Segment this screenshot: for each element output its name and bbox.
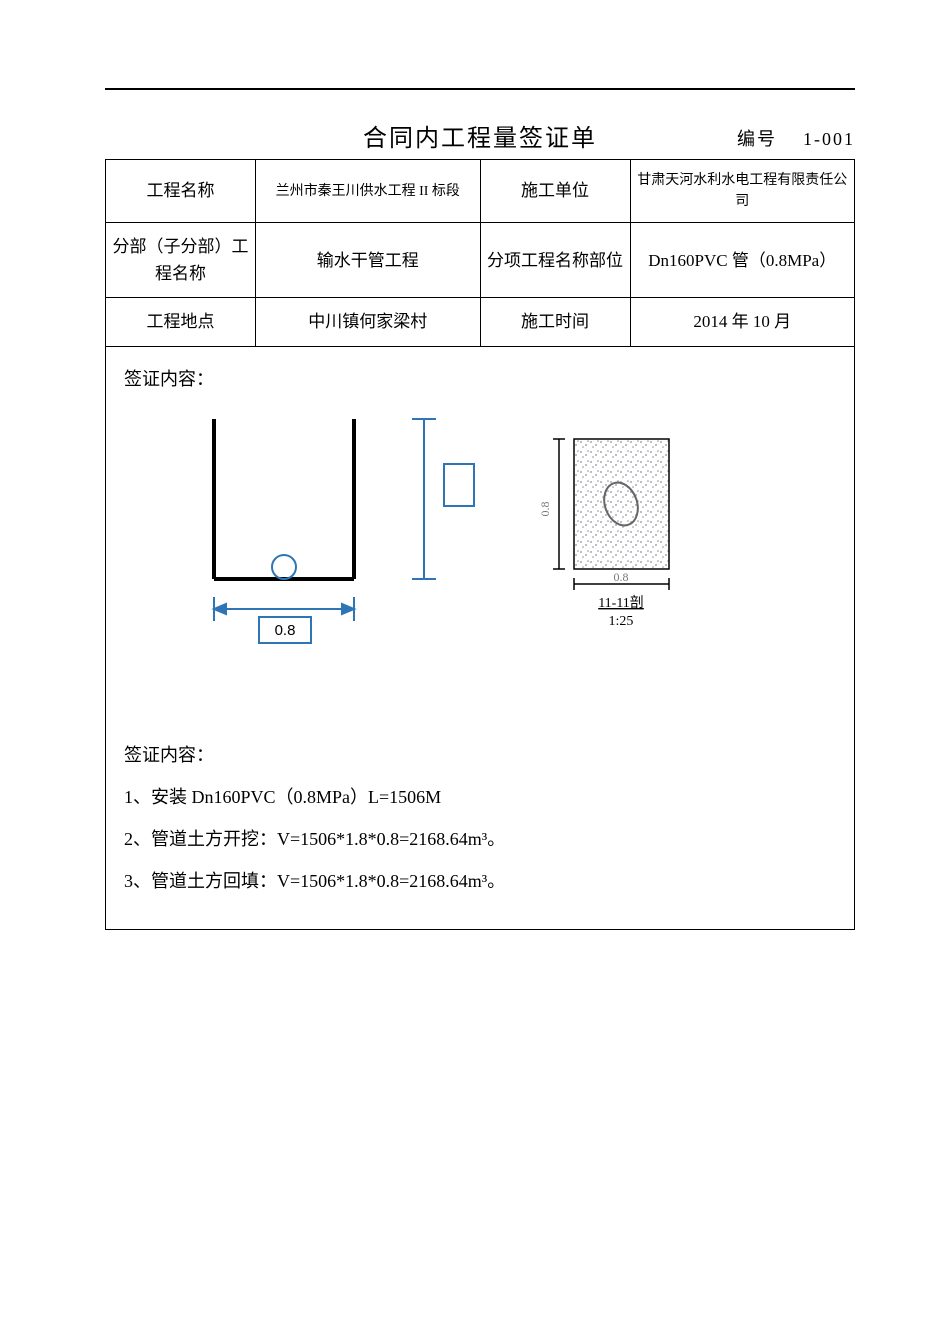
form-row: 工程地点中川镇何家梁村施工时间2014 年 10 月 bbox=[106, 298, 855, 346]
content-heading-2: 签证内容： bbox=[124, 737, 836, 773]
sec-box bbox=[574, 439, 669, 569]
form-cell: 工程名称 bbox=[106, 160, 256, 223]
sec-dim-left-label: 0.8 bbox=[538, 501, 552, 516]
form-cell: 分部（子分部）工程名称 bbox=[106, 223, 256, 298]
sec-dim-left bbox=[553, 439, 565, 569]
content-heading-1: 签证内容： bbox=[124, 361, 836, 397]
trench-diagram: 0.8 bbox=[154, 409, 514, 649]
doc-number-label: 编号 bbox=[737, 129, 777, 149]
dim-right-box bbox=[444, 464, 474, 506]
calc-line: 3、管道土方回填：V=1506*1.8*0.8=2168.64m³。 bbox=[124, 863, 836, 899]
dim-bottom-label: 0.8 bbox=[275, 622, 296, 639]
calc-block: 签证内容： 1、安装 Dn160PVC（0.8MPa）L=1506M 2、管道土方… bbox=[124, 737, 836, 899]
form-cell: 2014 年 10 月 bbox=[630, 298, 855, 346]
document-number: 编号 1-001 bbox=[737, 125, 855, 151]
calc-line: 1、安装 Dn160PVC（0.8MPa）L=1506M bbox=[124, 779, 836, 815]
sec-caption-top: 11-11剖 bbox=[598, 595, 644, 611]
form-cell: 甘肃天河水利水电工程有限责任公司 bbox=[630, 160, 855, 223]
page: 合同内工程量签证单 编号 1-001 工程名称兰州市秦王川供水工程 II 标段施… bbox=[0, 0, 945, 1337]
sec-dim-bottom-label: 0.8 bbox=[613, 570, 628, 584]
form-cell: 中川镇何家梁村 bbox=[256, 298, 481, 346]
pipe-circle-icon bbox=[272, 555, 296, 579]
sec-caption-bot: 1:25 bbox=[608, 614, 633, 629]
content-cell: 签证内容： bbox=[105, 347, 855, 930]
calc-line: 2、管道土方开挖：V=1506*1.8*0.8=2168.64m³。 bbox=[124, 821, 836, 857]
form-row: 分部（子分部）工程名称输水干管工程分项工程名称部位Dn160PVC 管（0.8M… bbox=[106, 223, 855, 298]
form-body: 工程名称兰州市秦王川供水工程 II 标段施工单位甘肃天河水利水电工程有限责任公司… bbox=[106, 160, 855, 347]
form-cell: 分项工程名称部位 bbox=[480, 223, 630, 298]
diagrams: 0.8 0 bbox=[154, 405, 836, 661]
form-cell: 施工单位 bbox=[480, 160, 630, 223]
form-table: 工程名称兰州市秦王川供水工程 II 标段施工单位甘肃天河水利水电工程有限责任公司… bbox=[105, 159, 855, 347]
form-cell: 输水干管工程 bbox=[256, 223, 481, 298]
dim-right bbox=[412, 419, 436, 579]
section-diagram: 0.8 0.8 11-11剖 1:25 bbox=[519, 429, 719, 649]
form-cell: Dn160PVC 管（0.8MPa） bbox=[630, 223, 855, 298]
top-rule bbox=[105, 88, 855, 90]
form-row: 工程名称兰州市秦王川供水工程 II 标段施工单位甘肃天河水利水电工程有限责任公司 bbox=[106, 160, 855, 223]
doc-number-value: 1-001 bbox=[803, 129, 855, 149]
calc-lines: 1、安装 Dn160PVC（0.8MPa）L=1506M 2、管道土方开挖：V=1… bbox=[124, 779, 836, 899]
spacer bbox=[124, 661, 836, 731]
form-cell: 工程地点 bbox=[106, 298, 256, 346]
header-row: 合同内工程量签证单 编号 1-001 bbox=[105, 118, 855, 153]
form-cell: 兰州市秦王川供水工程 II 标段 bbox=[256, 160, 481, 223]
form-cell: 施工时间 bbox=[480, 298, 630, 346]
document-title: 合同内工程量签证单 bbox=[363, 118, 597, 153]
